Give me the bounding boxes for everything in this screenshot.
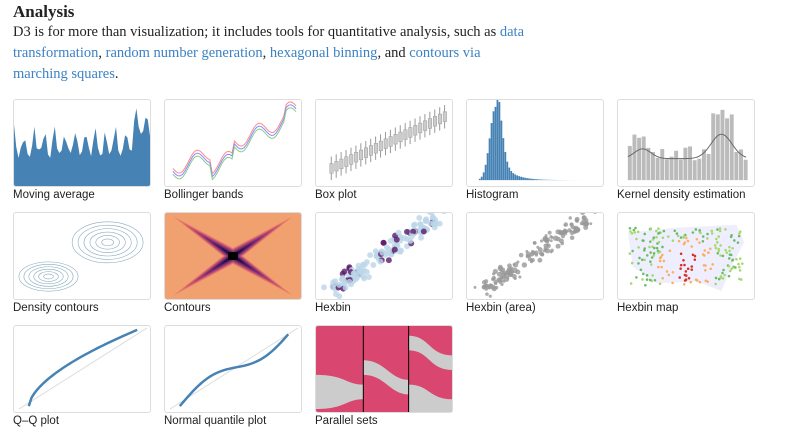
line-bands-thumbnail-image	[172, 101, 297, 181]
example-label[interactable]: Box plot	[315, 189, 357, 201]
thumbnail-box-plot[interactable]	[315, 99, 453, 187]
example-card-hexbin-map[interactable]: Hexbin map	[617, 212, 755, 314]
thumbnail-density-contours[interactable]	[13, 212, 151, 300]
qq-plot-thumbnail-image	[18, 327, 148, 410]
example-card-area-chart[interactable]: Moving average	[13, 99, 151, 201]
example-label[interactable]: Density contours	[13, 302, 99, 314]
section-intro: D3 is for more than visualization; it in…	[13, 24, 525, 82]
example-label[interactable]: Bollinger bands	[164, 189, 244, 201]
thumbnail-hexbin[interactable]	[315, 212, 453, 300]
example-card-kde[interactable]: Kernel density estimation	[617, 99, 755, 201]
contours-thumbnail-image	[165, 213, 301, 299]
example-card-hexbin-area[interactable]: Hexbin (area)	[466, 212, 604, 314]
link-hexagonal-binning[interactable]: hexagonal binning	[269, 45, 378, 61]
example-label[interactable]: Parallel sets	[315, 415, 378, 427]
thumbnail-contours[interactable]	[164, 212, 302, 300]
parallel-sets-thumbnail-image	[316, 326, 452, 412]
link-contours[interactable]: contours via marching squares	[13, 45, 481, 82]
histogram-thumbnail-image	[478, 100, 597, 181]
density-contours-thumbnail-image	[18, 221, 144, 292]
example-card-histogram[interactable]: Histogram	[466, 99, 604, 201]
example-label[interactable]: Histogram	[466, 189, 519, 201]
thumbnail-qq-plot[interactable]	[13, 325, 151, 413]
example-card-line-bands[interactable]: Bollinger bands	[164, 99, 302, 201]
hexbin-map-thumbnail-image	[627, 224, 745, 292]
example-label[interactable]: Hexbin	[315, 302, 351, 314]
link-random-number-generation[interactable]: random number generation	[105, 45, 263, 61]
example-label[interactable]: Hexbin map	[617, 302, 679, 314]
kde-thumbnail-image	[627, 109, 748, 181]
thumbnail-hexbin-map[interactable]	[617, 212, 755, 300]
example-label[interactable]: Q–Q plot	[13, 415, 60, 427]
example-label[interactable]: Kernel density estimation	[617, 189, 746, 201]
box-plot-thumbnail-image	[329, 104, 447, 181]
example-label[interactable]: Normal quantile plot	[164, 415, 267, 427]
hexbin-area-thumbnail-image	[473, 213, 598, 298]
thumbnail-area-chart[interactable]	[13, 99, 151, 187]
example-label[interactable]: Moving average	[13, 189, 95, 201]
link-data-transformation[interactable]: data transformation	[13, 24, 525, 61]
quantile-plot-thumbnail-image	[169, 327, 299, 410]
example-card-qq-plot[interactable]: Q–Q plot	[13, 325, 151, 427]
example-label[interactable]: Contours	[164, 302, 211, 314]
thumbnail-hexbin-area[interactable]	[466, 212, 604, 300]
example-card-parallel-sets[interactable]: Parallel sets	[315, 325, 453, 427]
hexbin-thumbnail-image	[321, 213, 447, 299]
example-card-density-contours[interactable]: Density contours	[13, 212, 151, 314]
thumbnail-parallel-sets[interactable]	[315, 325, 453, 413]
example-card-box-plot[interactable]: Box plot	[315, 99, 453, 201]
thumbnail-histogram[interactable]	[466, 99, 604, 187]
example-card-hexbin[interactable]: Hexbin	[315, 212, 453, 314]
thumbnail-quantile-plot[interactable]	[164, 325, 302, 413]
thumbnail-line-bands[interactable]	[164, 99, 302, 187]
thumbnail-kde[interactable]	[617, 99, 755, 187]
example-label[interactable]: Hexbin (area)	[466, 302, 536, 314]
area-chart-thumbnail-image	[14, 108, 150, 186]
section-title: Analysis	[13, 2, 75, 21]
example-card-contours[interactable]: Contours	[164, 212, 302, 314]
example-card-quantile-plot[interactable]: Normal quantile plot	[164, 325, 302, 427]
